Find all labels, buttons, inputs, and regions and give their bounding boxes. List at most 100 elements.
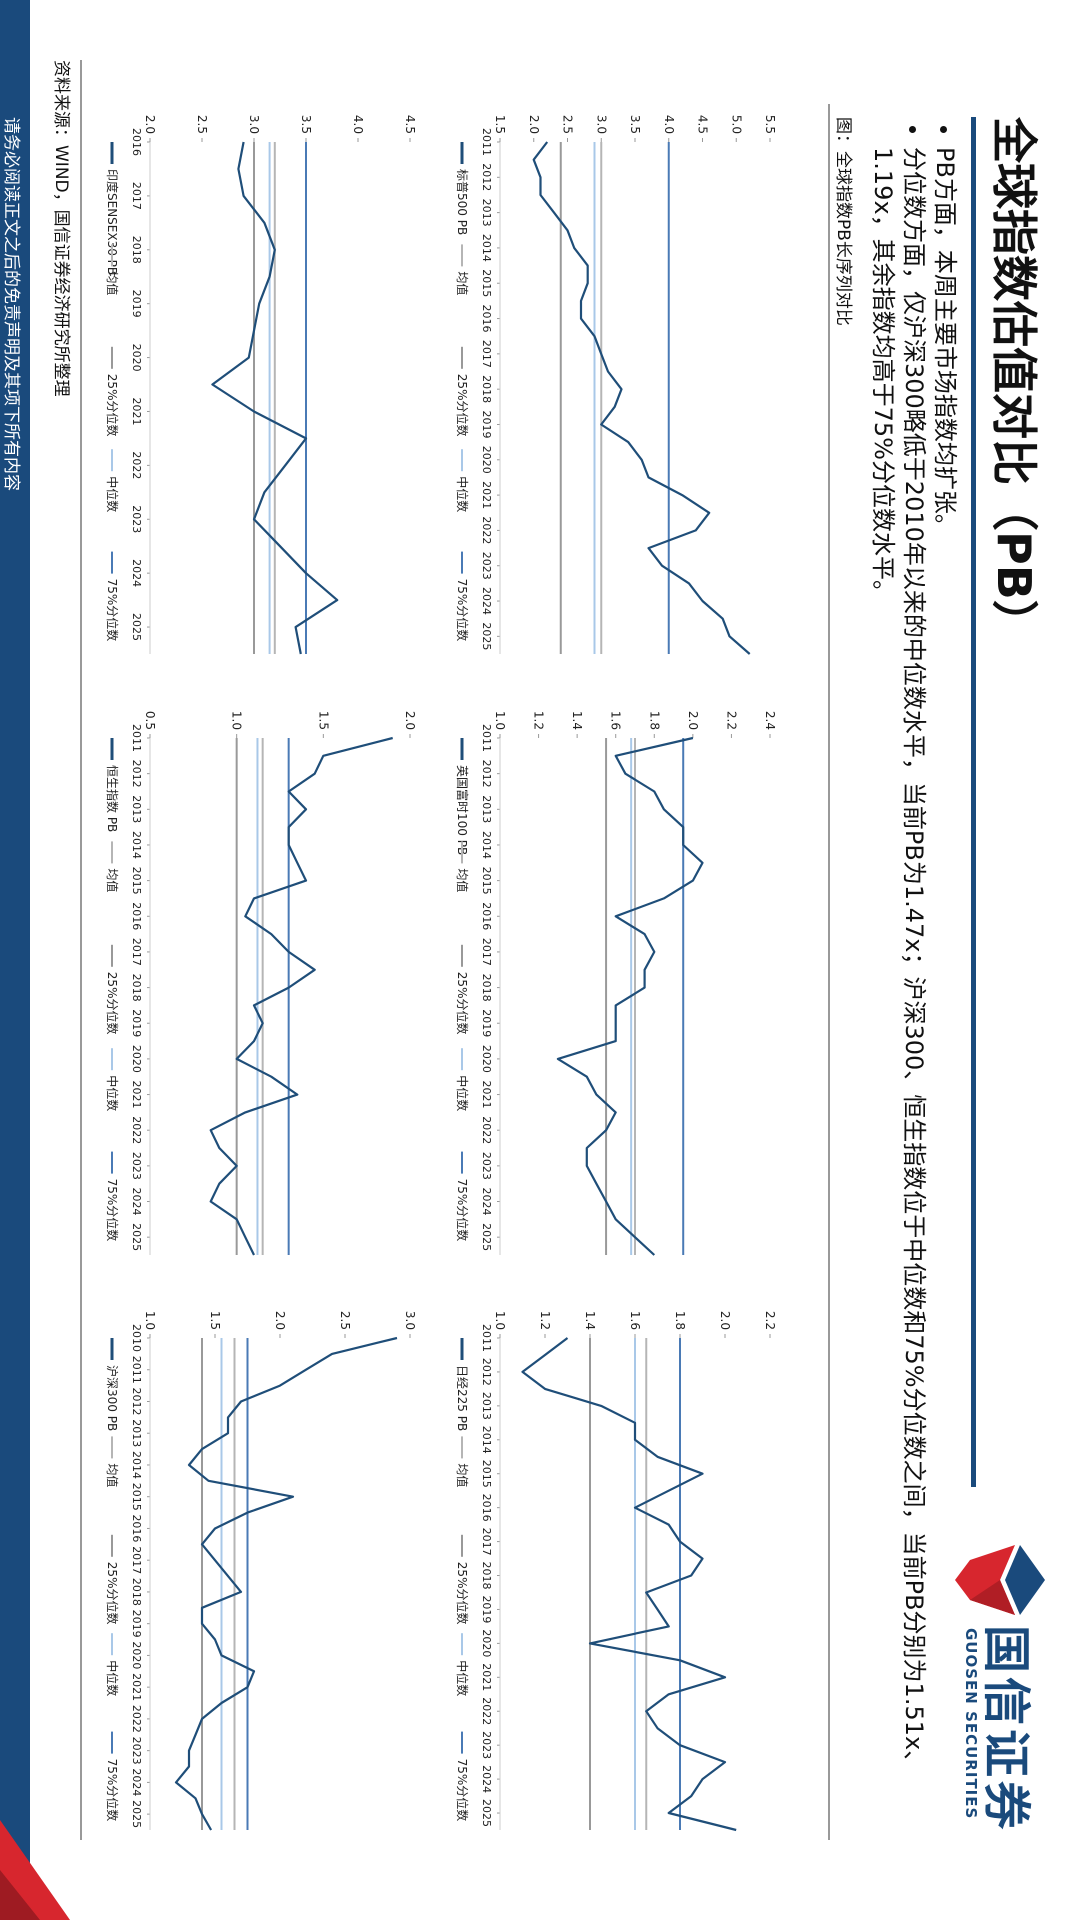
x-tick-label: 2015 xyxy=(130,867,143,895)
x-tick-label: 2014 xyxy=(130,831,143,859)
y-tick-label: 1.8 xyxy=(673,1311,687,1330)
x-tick-label: 2013 xyxy=(130,1419,143,1447)
x-tick-label: 2016 xyxy=(480,1494,493,1522)
x-tick-label: 2017 xyxy=(480,1528,493,1556)
x-tick-label: 2024 xyxy=(130,1188,143,1216)
legend-label: 75%分位数 xyxy=(455,1759,470,1822)
y-tick-label: 2.2 xyxy=(763,1311,777,1330)
source: 资料来源：WIND，国信证券经济研究所整理 xyxy=(51,60,71,397)
legend-label: 25%分位数 xyxy=(455,972,470,1035)
x-tick-label: 2025 xyxy=(130,613,143,641)
x-tick-label: 2024 xyxy=(480,587,493,615)
x-tick-label: 2022 xyxy=(130,1116,143,1144)
y-tick-label: 1.5 xyxy=(493,115,507,134)
x-tick-label: 2024 xyxy=(480,1188,493,1216)
x-tick-label: 2012 xyxy=(130,760,143,788)
x-tick-label: 2012 xyxy=(130,1387,143,1415)
y-tick-label: 1.4 xyxy=(570,711,584,730)
x-tick-label: 2011 xyxy=(480,1324,493,1352)
x-tick-label: 2011 xyxy=(480,128,493,156)
x-tick-label: 2017 xyxy=(130,182,143,210)
y-tick-label: 1.5 xyxy=(316,711,330,730)
x-tick-label: 2014 xyxy=(480,234,493,262)
y-tick-label: 2.5 xyxy=(561,115,575,134)
x-tick-label: 2019 xyxy=(480,1595,493,1623)
x-tick-label: 2025 xyxy=(130,1223,143,1251)
x-tick-label: 2025 xyxy=(480,622,493,650)
x-tick-label: 2021 xyxy=(480,1081,493,1109)
legend-label: 英国富时100 PB xyxy=(455,765,470,855)
y-tick-label: 1.0 xyxy=(230,711,244,730)
legend-label: 均值 xyxy=(455,868,470,892)
legend-label: 25%分位数 xyxy=(105,972,120,1035)
y-tick-label: 3.0 xyxy=(403,1311,417,1330)
y-tick-label: 2.0 xyxy=(403,711,417,730)
x-tick-label: 2021 xyxy=(130,1081,143,1109)
x-tick-label: 2020 xyxy=(130,1641,143,1669)
x-tick-label: 2015 xyxy=(480,269,493,297)
x-tick-label: 2017 xyxy=(480,340,493,368)
legend-label: 75%分位数 xyxy=(455,1179,470,1242)
y-tick-label: 2.0 xyxy=(273,1311,287,1330)
x-tick-label: 2024 xyxy=(130,1768,143,1796)
legend-label: 75%分位数 xyxy=(105,1179,120,1242)
legend-label: 中位数 xyxy=(455,1075,470,1111)
legend-label: 中位数 xyxy=(455,1660,470,1696)
x-tick-label: 2018 xyxy=(480,1562,493,1590)
legend-label: 25%分位数 xyxy=(105,1562,120,1625)
x-tick-label: 2011 xyxy=(130,1356,143,1384)
y-tick-label: 2.5 xyxy=(195,115,209,134)
x-tick-label: 2016 xyxy=(130,902,143,930)
y-tick-label: 2.5 xyxy=(338,1311,352,1330)
x-tick-label: 2025 xyxy=(130,1800,143,1828)
legend-label: 恒生指数 PB xyxy=(105,765,120,832)
legend-label: 中位数 xyxy=(105,476,120,512)
x-tick-label: 2024 xyxy=(130,559,143,587)
legend-label: 75%分位数 xyxy=(105,579,120,642)
y-tick-label: 2.0 xyxy=(527,115,541,134)
x-tick-label: 2018 xyxy=(130,236,143,264)
x-tick-label: 2021 xyxy=(130,397,143,425)
x-tick-label: 2013 xyxy=(130,795,143,823)
y-tick-label: 5.0 xyxy=(729,115,743,134)
x-tick-label: 2015 xyxy=(480,1460,493,1488)
y-tick-label: 2.0 xyxy=(718,1311,732,1330)
x-tick-label: 2020 xyxy=(130,344,143,372)
y-tick-label: 1.0 xyxy=(493,711,507,730)
x-tick-label: 2010 xyxy=(130,1324,143,1352)
legend-label: 沪深300 PB xyxy=(105,1365,119,1431)
x-tick-label: 2023 xyxy=(480,1152,493,1180)
x-tick-label: 2018 xyxy=(480,375,493,403)
legend-label: 中位数 xyxy=(105,1660,120,1696)
x-tick-label: 2016 xyxy=(130,1514,143,1542)
x-tick-label: 2020 xyxy=(130,1045,143,1073)
legend-label: 75%分位数 xyxy=(455,579,470,642)
x-tick-label: 2015 xyxy=(130,1483,143,1511)
logo-mark xyxy=(955,1545,1045,1615)
x-tick-label: 2014 xyxy=(480,1426,493,1454)
x-tick-label: 2015 xyxy=(480,867,493,895)
x-tick-label: 2022 xyxy=(130,451,143,479)
legend-label: 标普500 PB xyxy=(455,169,469,235)
y-tick-label: 1.8 xyxy=(647,711,661,730)
x-tick-label: 2014 xyxy=(130,1451,143,1479)
y-tick-label: 2.0 xyxy=(686,711,700,730)
legend-label: 均值 xyxy=(455,271,470,295)
y-tick-label: 4.0 xyxy=(351,115,365,134)
series-line xyxy=(521,1337,737,1832)
y-tick-label: 5.5 xyxy=(763,115,777,134)
y-tick-label: 4.5 xyxy=(696,115,710,134)
footer-accent xyxy=(0,1820,70,1920)
x-tick-label: 2019 xyxy=(480,1009,493,1037)
legend-label: 均值 xyxy=(455,1463,470,1487)
x-tick-label: 2018 xyxy=(480,974,493,1002)
x-tick-label: 2016 xyxy=(130,128,143,156)
y-tick-label: 3.5 xyxy=(628,115,642,134)
x-tick-label: 2018 xyxy=(130,974,143,1002)
y-tick-label: 2.4 xyxy=(763,711,777,730)
x-tick-label: 2024 xyxy=(480,1765,493,1793)
x-tick-label: 2023 xyxy=(480,552,493,580)
x-tick-label: 2017 xyxy=(130,938,143,966)
